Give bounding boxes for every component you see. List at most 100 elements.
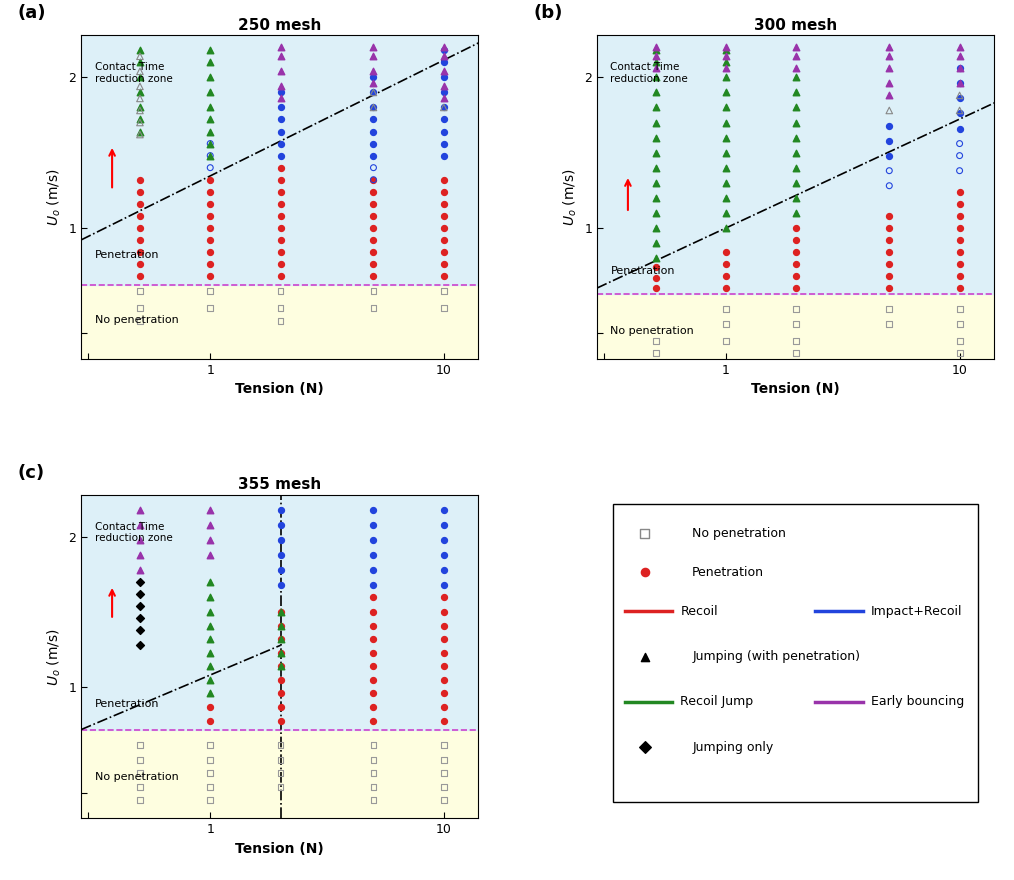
Point	[202, 233, 218, 247]
Point	[202, 737, 218, 752]
Point	[881, 179, 897, 193]
Point	[273, 714, 289, 728]
Point	[718, 43, 734, 57]
Point	[365, 548, 381, 562]
Point	[436, 502, 452, 517]
Point	[365, 197, 381, 211]
Point	[202, 575, 218, 589]
Point	[788, 191, 804, 205]
Point	[365, 85, 381, 99]
Point	[273, 245, 289, 259]
Point	[648, 145, 664, 159]
Point	[951, 92, 967, 106]
Point	[273, 780, 289, 794]
Point	[718, 161, 734, 175]
Point	[648, 191, 664, 205]
Point	[436, 100, 452, 114]
Point	[788, 100, 804, 114]
Point	[718, 334, 734, 348]
Point	[648, 100, 664, 114]
Point	[365, 269, 381, 283]
Point	[202, 284, 218, 298]
Point	[273, 619, 289, 633]
Point	[951, 209, 967, 223]
Point	[132, 502, 148, 517]
Point	[436, 209, 452, 223]
Point	[202, 221, 218, 235]
Point	[436, 172, 452, 187]
Point	[273, 673, 289, 687]
Point	[202, 301, 218, 315]
Point	[881, 119, 897, 133]
Point	[132, 113, 148, 127]
Point	[273, 209, 289, 223]
Point	[132, 623, 148, 637]
Text: Contact Time
reduction zone: Contact Time reduction zone	[94, 62, 172, 84]
Point	[436, 55, 452, 70]
Point	[202, 70, 218, 84]
Point	[436, 517, 452, 532]
Point	[132, 104, 148, 118]
Point	[273, 136, 289, 150]
Point	[648, 85, 664, 99]
Point	[365, 752, 381, 766]
Text: Penetration: Penetration	[693, 566, 765, 579]
Point	[365, 100, 381, 114]
Point	[273, 737, 289, 752]
Point	[951, 104, 967, 118]
Point	[202, 590, 218, 605]
Point	[436, 149, 452, 163]
Text: Jumping (with penetration): Jumping (with penetration)	[693, 650, 860, 664]
Point	[132, 301, 148, 315]
Point	[365, 502, 381, 517]
Point	[202, 149, 218, 163]
Point	[436, 113, 452, 127]
Point	[273, 517, 289, 532]
Point	[202, 136, 218, 150]
Point	[273, 632, 289, 646]
Point	[718, 62, 734, 76]
Title: 355 mesh: 355 mesh	[238, 477, 321, 492]
Point	[788, 49, 804, 63]
Point	[436, 257, 452, 271]
Point	[365, 766, 381, 781]
Point	[132, 128, 148, 142]
Point	[273, 85, 289, 99]
Point	[637, 649, 653, 664]
Text: Early bouncing: Early bouncing	[871, 695, 964, 708]
Point	[788, 85, 804, 99]
Point	[365, 70, 381, 84]
Point	[881, 134, 897, 148]
Point	[365, 136, 381, 150]
Point	[365, 605, 381, 620]
Point	[881, 302, 897, 316]
Point	[881, 221, 897, 235]
Point	[132, 314, 148, 328]
Point	[365, 578, 381, 592]
Point	[718, 221, 734, 235]
Point	[132, 284, 148, 298]
Point	[365, 714, 381, 728]
Point	[881, 49, 897, 63]
Point	[951, 77, 967, 91]
Point	[365, 49, 381, 63]
Point	[951, 302, 967, 316]
Point	[637, 740, 653, 754]
Point	[365, 113, 381, 127]
Point	[365, 209, 381, 223]
Point	[202, 245, 218, 259]
Point	[881, 317, 897, 331]
Point	[788, 40, 804, 55]
Point	[788, 269, 804, 283]
Point	[881, 104, 897, 118]
Point	[788, 206, 804, 220]
Point	[132, 70, 148, 84]
Point	[273, 269, 289, 283]
Point	[365, 646, 381, 660]
Point	[951, 40, 967, 55]
Point	[365, 793, 381, 807]
Point	[648, 270, 664, 284]
Point	[718, 145, 734, 159]
Point	[202, 136, 218, 150]
Point	[273, 632, 289, 646]
